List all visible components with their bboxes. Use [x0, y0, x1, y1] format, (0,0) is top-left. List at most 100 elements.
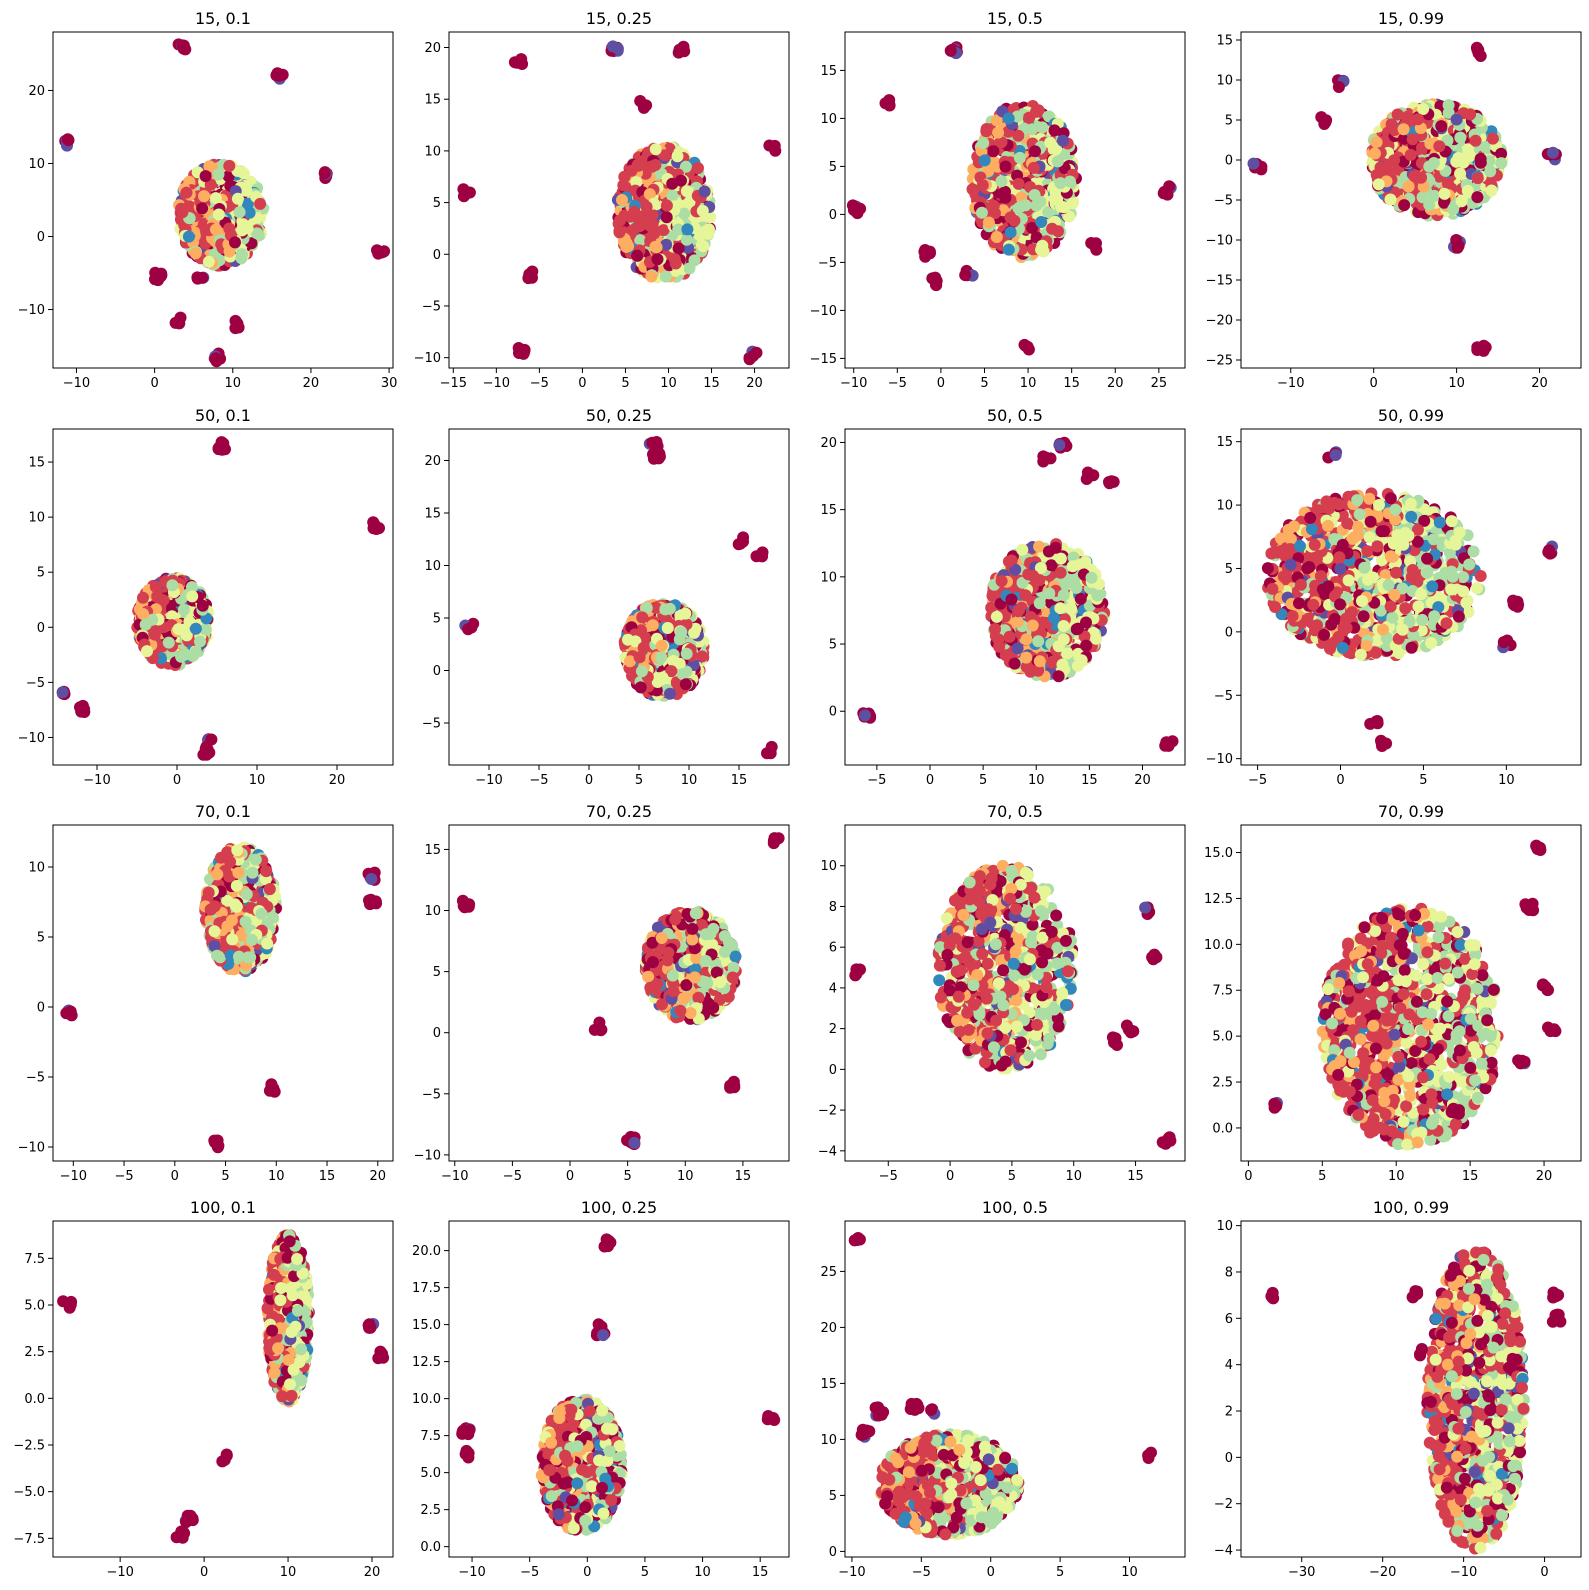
x-tick-label: −5: [529, 773, 548, 788]
y-tick-label: −20: [1206, 314, 1233, 329]
point: [636, 611, 649, 624]
outlier-point: [959, 269, 972, 282]
y-tick-label: −5: [422, 299, 441, 314]
x-tick-label: −10: [475, 773, 502, 788]
point: [137, 608, 150, 620]
y-tick-label: 15: [424, 507, 441, 522]
x-tick-label: −10: [83, 773, 110, 788]
y-tick-label: −10: [18, 303, 45, 318]
point: [1442, 177, 1454, 190]
point: [189, 622, 202, 635]
y-tick-label: −25: [1206, 354, 1233, 369]
point: [616, 194, 628, 206]
point: [613, 226, 626, 239]
point: [999, 191, 1012, 204]
point: [645, 160, 658, 173]
point: [139, 618, 152, 631]
axes-frame: [448, 31, 790, 369]
y-tick-label: 5: [829, 160, 837, 175]
y-tick-label: 10: [1216, 74, 1233, 89]
point: [631, 249, 644, 262]
y-tick-label: 20: [28, 84, 45, 99]
point: [1484, 165, 1497, 178]
point: [1008, 214, 1021, 227]
y-tick-label: 0: [433, 664, 441, 679]
y-tick-label: −5: [818, 256, 837, 271]
point: [679, 160, 692, 173]
point: [688, 626, 701, 639]
point: [194, 635, 206, 648]
point: [1384, 193, 1397, 206]
point: [1013, 151, 1026, 164]
point: [624, 655, 636, 668]
x-tick-label: −10: [63, 376, 90, 391]
x-tick-label: 20: [329, 773, 346, 788]
point: [241, 222, 254, 235]
point: [675, 174, 687, 187]
x-tick-label: 5: [980, 376, 988, 391]
outlier-point: [371, 244, 383, 257]
point: [254, 197, 267, 210]
point: [672, 242, 685, 255]
outlier-point: [210, 355, 223, 368]
point: [1391, 108, 1404, 121]
point: [987, 145, 1000, 158]
outlier-point: [1319, 116, 1332, 129]
point: [141, 645, 153, 658]
outlier-point: [750, 346, 763, 359]
point: [212, 168, 225, 181]
point: [650, 241, 663, 254]
x-tick-label: −10: [1277, 376, 1304, 391]
point: [199, 623, 212, 636]
point: [990, 231, 1003, 243]
point: [1469, 134, 1482, 147]
point: [680, 647, 693, 660]
x-tick-label: 10: [660, 376, 677, 391]
point: [148, 628, 161, 641]
outlier-point: [1085, 237, 1098, 249]
outlier-point: [672, 46, 685, 59]
point: [614, 214, 626, 227]
point: [649, 601, 662, 614]
point: [1385, 118, 1398, 131]
point: [241, 197, 254, 210]
point: [995, 136, 1008, 149]
y-tick-label: 20: [424, 41, 441, 56]
point: [676, 668, 689, 681]
outlier-point: [62, 134, 75, 147]
y-tick-label: 15: [820, 64, 837, 79]
point: [1029, 145, 1041, 158]
point: [659, 149, 671, 162]
outlier-point: [1019, 339, 1032, 352]
point: [1461, 184, 1474, 197]
point: [672, 223, 685, 236]
point: [1370, 136, 1383, 149]
outlier-point: [78, 706, 91, 718]
point: [137, 591, 149, 604]
point: [646, 619, 659, 632]
point: [155, 652, 168, 665]
point: [1435, 120, 1448, 133]
x-tick-label: 20: [1531, 376, 1548, 391]
outlier-point: [944, 44, 957, 57]
point: [151, 590, 164, 603]
outlier-point: [883, 98, 896, 111]
point: [632, 210, 644, 223]
subplot-title: 15, 0.5: [987, 9, 1043, 28]
point: [1474, 153, 1487, 165]
point: [1048, 124, 1061, 137]
point: [655, 651, 668, 664]
point: [651, 253, 664, 266]
point: [659, 270, 672, 283]
point: [660, 199, 673, 212]
point: [1454, 167, 1467, 180]
y-tick-label: 10: [28, 157, 45, 172]
scatter-points: [459, 436, 778, 760]
point: [664, 687, 676, 700]
outlier-point: [1472, 47, 1485, 60]
axes-frame: [52, 428, 394, 766]
point: [1014, 200, 1027, 213]
